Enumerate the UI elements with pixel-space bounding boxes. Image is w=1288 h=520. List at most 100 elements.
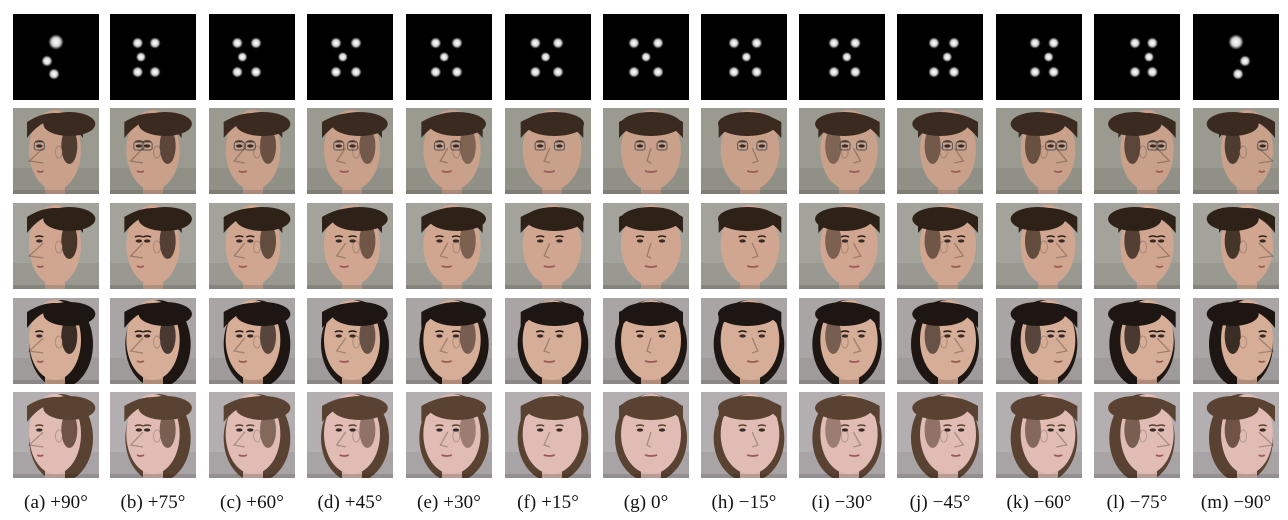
landmark-map-image [406, 14, 492, 100]
eye [135, 334, 143, 338]
face-photo-woman-light [1094, 392, 1180, 478]
shoulder-shadow [1094, 190, 1180, 194]
eye [944, 144, 951, 148]
ear [1139, 240, 1147, 254]
nose [1055, 431, 1069, 448]
eye [247, 239, 254, 243]
eyebrow [435, 330, 444, 333]
pose-column: (i) −30° [799, 0, 885, 520]
landmark-dot [728, 66, 740, 78]
shoulder-shadow [307, 380, 393, 384]
face-photo-woman-light [701, 392, 787, 478]
face-photo-woman-dark [13, 298, 99, 384]
eyebrow [840, 424, 850, 427]
nose [439, 431, 449, 448]
eye [349, 239, 356, 243]
eye [143, 334, 151, 338]
eyebrow [857, 330, 866, 333]
glasses-lens [1147, 141, 1159, 151]
eye [739, 428, 746, 432]
face-photo-woman-dark [603, 298, 689, 384]
eye [247, 144, 254, 148]
eyebrow [535, 235, 545, 238]
eyebrow [840, 235, 850, 238]
face-photo-man-glasses [799, 108, 885, 194]
landmark-map-image [1193, 14, 1279, 100]
ear [452, 429, 461, 443]
landmark-dot [48, 34, 64, 50]
face-photo-woman-light [996, 392, 1082, 478]
side-hair [1124, 318, 1141, 354]
side-hair [260, 318, 277, 354]
shoulder-shadow [13, 285, 99, 289]
shoulder-shadow [1094, 285, 1180, 289]
landmark-dots-icon [1193, 14, 1279, 100]
hair-crown [717, 302, 777, 326]
landmark-dots-icon [603, 14, 689, 100]
face-photo-man [1193, 203, 1279, 289]
hair-crown [235, 396, 291, 420]
face-profile-icon [799, 392, 885, 478]
eye [1149, 334, 1157, 338]
eyebrow [234, 424, 244, 427]
face-photo-woman-light [603, 392, 689, 478]
pose-column: (k) −60° [996, 0, 1082, 520]
shoulder-shadow [110, 190, 196, 194]
glasses-lens [756, 141, 768, 151]
eye [36, 239, 43, 243]
face-photo-man-glasses [603, 108, 689, 194]
eyebrow [234, 330, 244, 333]
nose [1258, 431, 1275, 448]
landmark-dot [231, 37, 243, 49]
side-hair [61, 412, 78, 448]
nose [1258, 147, 1275, 164]
ear [840, 429, 849, 443]
mouth [1053, 454, 1063, 457]
hair-crown [815, 396, 873, 420]
shoulder-shadow [406, 285, 492, 289]
shoulder-shadow [897, 474, 983, 478]
face-photo-woman-light [110, 392, 196, 478]
eyebrow [348, 330, 357, 333]
glasses-lens [737, 141, 749, 151]
landmark-background [13, 14, 99, 100]
eye [658, 239, 666, 243]
hair-crown [815, 302, 873, 326]
hair-crown [331, 112, 388, 136]
face-profile-icon [209, 203, 295, 289]
eyebrow [943, 330, 952, 333]
landmark-dot [330, 66, 342, 78]
landmark-background [996, 14, 1082, 100]
mouth [746, 170, 759, 173]
face-photo-man [13, 203, 99, 289]
side-hair [825, 412, 842, 448]
mouth [543, 454, 556, 457]
landmark-map-image [307, 14, 393, 100]
landmark-dot [231, 66, 243, 78]
shoulder-shadow [996, 285, 1082, 289]
side-hair [1224, 128, 1241, 164]
mouth [950, 454, 961, 457]
eye [335, 334, 343, 338]
mouth [543, 360, 556, 363]
glasses-lens [955, 141, 967, 151]
face-photo-man-glasses [701, 108, 787, 194]
face-profile-icon [406, 392, 492, 478]
glasses-lens [450, 141, 462, 151]
face-photo-woman-light [505, 392, 591, 478]
ear [253, 335, 262, 349]
face-photo-woman-dark [307, 298, 393, 384]
face-profile-icon [897, 108, 983, 194]
glasses-lens [333, 141, 345, 151]
ear [352, 240, 361, 254]
shoulder-shadow [701, 474, 787, 478]
eye [858, 144, 865, 148]
eye [841, 334, 849, 338]
eye [1058, 239, 1065, 243]
nose [1055, 147, 1069, 164]
eye [1058, 428, 1065, 432]
mouth [848, 265, 860, 268]
landmark-dot [1129, 37, 1141, 49]
landmark-map-image [996, 14, 1082, 100]
eye [758, 144, 766, 148]
